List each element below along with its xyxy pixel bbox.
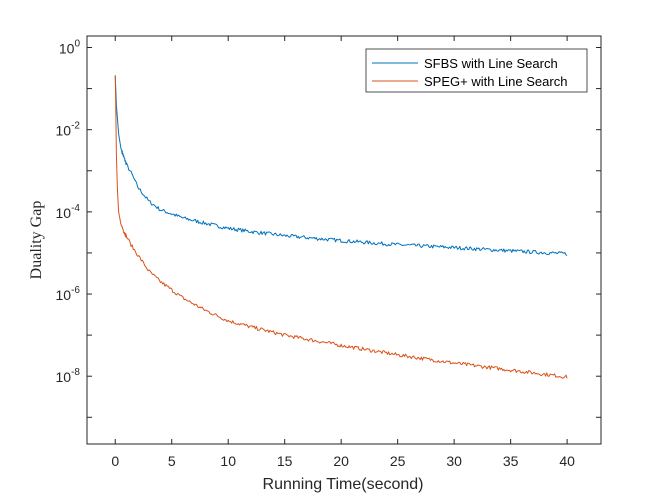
y-tick-label: 10-6 xyxy=(56,285,81,303)
x-tick-label: 15 xyxy=(277,453,293,469)
y-axis-title: Duality Gap xyxy=(28,201,45,280)
y-tick-base: 10 xyxy=(56,369,72,385)
x-tick-label: 25 xyxy=(390,453,406,469)
x-tick-label: 0 xyxy=(111,453,119,469)
y-tick-exponent: -4 xyxy=(71,203,80,214)
legend: SFBS with Line Search SPEG+ with Line Se… xyxy=(365,48,588,93)
y-tick-label: 10-2 xyxy=(56,121,81,139)
legend-box xyxy=(365,48,588,93)
y-tick-base: 10 xyxy=(59,41,75,57)
y-tick-label: 100 xyxy=(59,39,81,57)
x-axis-title: Running Time(second) xyxy=(263,476,424,493)
series-line-0 xyxy=(114,75,568,256)
y-tick-base: 10 xyxy=(56,287,72,303)
y-tick-label: 10-4 xyxy=(56,203,81,221)
y-tick-exponent: 0 xyxy=(74,39,80,50)
legend-label-sfbs: SFBS with Line Search xyxy=(424,56,558,71)
x-tick-label: 35 xyxy=(503,453,519,469)
series-line-1 xyxy=(114,75,568,379)
x-tick-label: 10 xyxy=(220,453,236,469)
y-tick-exponent: -2 xyxy=(71,121,80,132)
legend-label-speg: SPEG+ with Line Search xyxy=(424,74,567,89)
y-tick-base: 10 xyxy=(56,123,72,139)
y-tick-exponent: -6 xyxy=(71,285,80,296)
x-tick-label: 40 xyxy=(559,453,575,469)
y-tick-label: 10-8 xyxy=(56,367,81,385)
x-tick-label: 30 xyxy=(446,453,462,469)
plot-frame xyxy=(86,35,602,445)
series-layer xyxy=(114,75,568,379)
x-tick-label: 20 xyxy=(333,453,349,469)
y-tick-exponent: -8 xyxy=(71,367,80,378)
y-tick-base: 10 xyxy=(56,205,72,221)
x-tick-label: 5 xyxy=(168,453,176,469)
